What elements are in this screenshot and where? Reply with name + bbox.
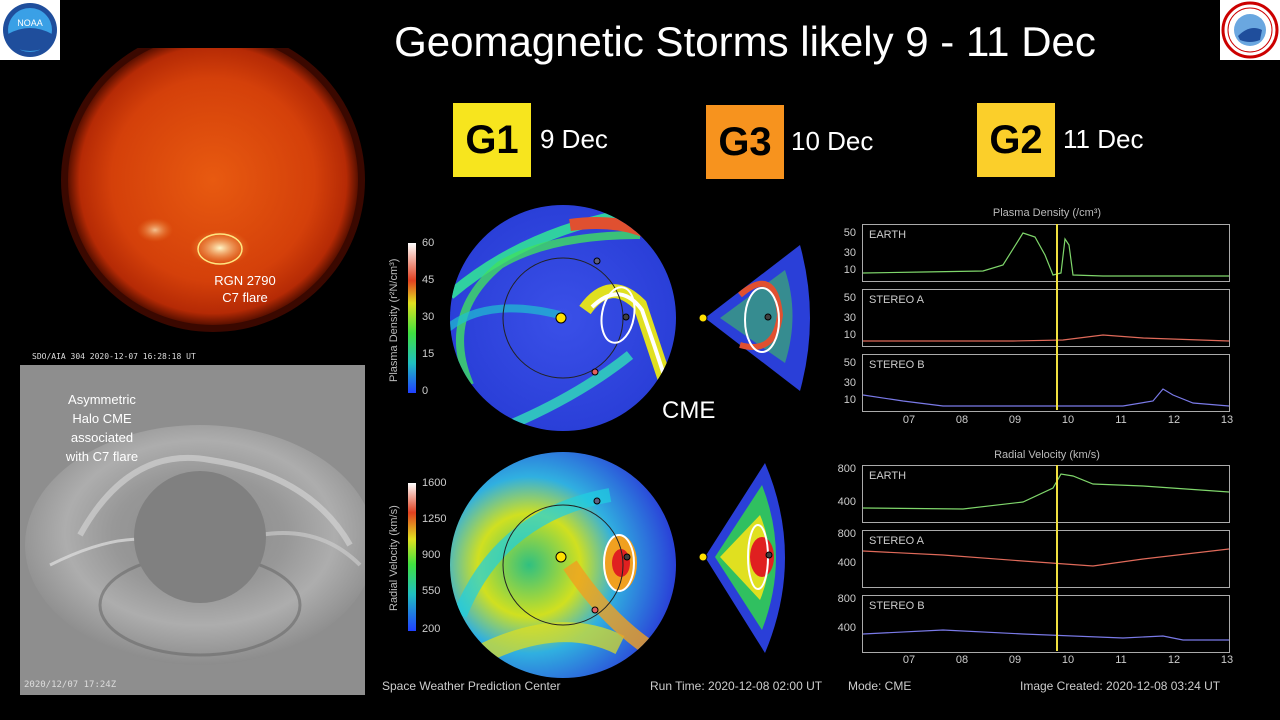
velocity-plot-earth: EARTH: [862, 465, 1230, 523]
velocity-stereo-a-ytick: 400: [837, 557, 856, 569]
velocity-plot-stereo-a: STEREO A: [862, 530, 1230, 588]
sun-flare-class: C7 flare: [222, 290, 268, 305]
density-xtick: 07: [902, 414, 916, 426]
density-plot-earth: EARTH: [862, 224, 1230, 282]
storm-level-badge-g1: G1: [453, 103, 531, 177]
velocity-xtick: 08: [955, 654, 969, 666]
footer-mode: Mode: CME: [848, 679, 912, 693]
density-stereo-a-ytick: 10: [843, 329, 856, 341]
coronagraph-label-line: with C7 flare: [65, 449, 139, 464]
coronagraph-label-line: Asymmetric: [68, 392, 136, 407]
coronagraph-label-line: associated: [70, 430, 134, 445]
sun-image: [30, 28, 380, 348]
density-colorbar-label: Plasma Density (r²N/cm³): [388, 258, 400, 382]
coronagraph-label-line: Halo CME: [72, 411, 132, 426]
velocity-xtick: 07: [902, 654, 916, 666]
footer-run-time: Run Time: 2020-12-08 02:00 UT: [650, 679, 823, 693]
density-stereo-a-ytick: 50: [843, 292, 856, 304]
storm-date-g3: 10 Dec: [791, 126, 874, 156]
velocity-stereo-b-ytick: 800: [837, 593, 856, 605]
plot-name: STEREO B: [869, 600, 925, 612]
page-title: Geomagnetic Storms likely 9 - 11 Dec: [394, 18, 1096, 65]
velocity-colorbar-tick: 550: [422, 585, 441, 597]
density-colorbar-tick: 30: [422, 311, 435, 323]
velocity-earth-ytick: 800: [837, 463, 856, 475]
coronagraph-timestamp: 2020/12/07 17:24Z: [24, 680, 117, 690]
density-xtick: 11: [1115, 414, 1127, 426]
density-xtick: 13: [1220, 414, 1234, 426]
density-plot-stereo-a: STEREO A: [862, 289, 1230, 347]
density-stereo-b-ytick: 30: [843, 377, 856, 389]
velocity-xtick: 12: [1167, 654, 1181, 666]
velocity-plot-stereo-b: STEREO B: [862, 595, 1230, 653]
density-colorbar-tick: 60: [422, 237, 435, 249]
enlil-model-panel: Plasma Density (r²N/cm³) 60 45 30 15 0 R…: [380, 195, 1248, 695]
density-earth-ytick: 10: [843, 264, 856, 276]
density-plot-title: Plasma Density (/cm³): [992, 207, 1102, 219]
storm-date-g2: 11 Dec: [1063, 124, 1144, 154]
footer-center: Space Weather Prediction Center: [382, 679, 561, 693]
storm-level-badge-g2: G2: [977, 103, 1055, 177]
velocity-stereo-a-ytick: 800: [837, 528, 856, 540]
nws-logo: [1220, 0, 1280, 60]
density-stereo-b-ytick: 10: [843, 394, 856, 406]
cme-label: CME: [662, 397, 716, 424]
velocity-plot-title: Radial Velocity (km/s): [994, 449, 1100, 461]
velocity-xtick: 10: [1061, 654, 1075, 666]
density-colorbar-tick: 45: [422, 274, 435, 286]
plot-name: EARTH: [869, 229, 907, 241]
noaa-logo: NOAA: [0, 0, 60, 60]
current-time-marker-density: [1056, 224, 1058, 410]
svg-text:NOAA: NOAA: [17, 18, 43, 28]
velocity-stereo-b-ytick: 400: [837, 622, 856, 634]
density-stereo-b-ytick: 50: [843, 357, 856, 369]
plot-name: STEREO B: [869, 359, 925, 371]
velocity-xtick: 11: [1115, 654, 1127, 666]
velocity-xtick: 13: [1220, 654, 1234, 666]
density-xtick: 09: [1008, 414, 1022, 426]
plot-name: STEREO A: [869, 535, 925, 547]
coronagraph-image: [20, 365, 375, 695]
velocity-colorbar-tick: 1250: [422, 513, 447, 525]
density-earth-ytick: 30: [843, 247, 856, 259]
velocity-colorbar-tick: 900: [422, 549, 441, 561]
density-colorbar-tick: 0: [422, 385, 429, 397]
plot-name: STEREO A: [869, 294, 925, 306]
velocity-colorbar-label: Radial Velocity (km/s): [388, 505, 400, 611]
density-stereo-a-ytick: 30: [843, 312, 856, 324]
density-xtick: 10: [1061, 414, 1075, 426]
storm-date-g1: 9 Dec: [540, 124, 608, 154]
sun-region-label: RGN 2790 C7 flare: [190, 272, 300, 306]
footer-image-created: Image Created: 2020-12-08 03:24 UT: [1020, 679, 1221, 693]
coronagraph-label: Asymmetric Halo CME associated with C7 f…: [42, 390, 162, 466]
density-xtick: 12: [1167, 414, 1181, 426]
sun-caption: SDO/AIA 304 2020-12-07 16:28:18 UT: [32, 352, 196, 361]
current-time-marker-velocity: [1056, 465, 1058, 651]
storm-level-badge-g3: G3: [706, 105, 784, 179]
density-colorbar-tick: 15: [422, 348, 435, 360]
sun-region-number: RGN 2790: [214, 273, 276, 288]
plot-name: EARTH: [869, 470, 907, 482]
density-plot-stereo-b: STEREO B: [862, 354, 1230, 412]
velocity-colorbar-tick: 1600: [422, 477, 447, 489]
velocity-earth-ytick: 400: [837, 496, 856, 508]
velocity-xtick: 09: [1008, 654, 1022, 666]
velocity-colorbar-tick: 200: [422, 623, 441, 635]
density-xtick: 08: [955, 414, 969, 426]
density-earth-ytick: 50: [843, 227, 856, 239]
